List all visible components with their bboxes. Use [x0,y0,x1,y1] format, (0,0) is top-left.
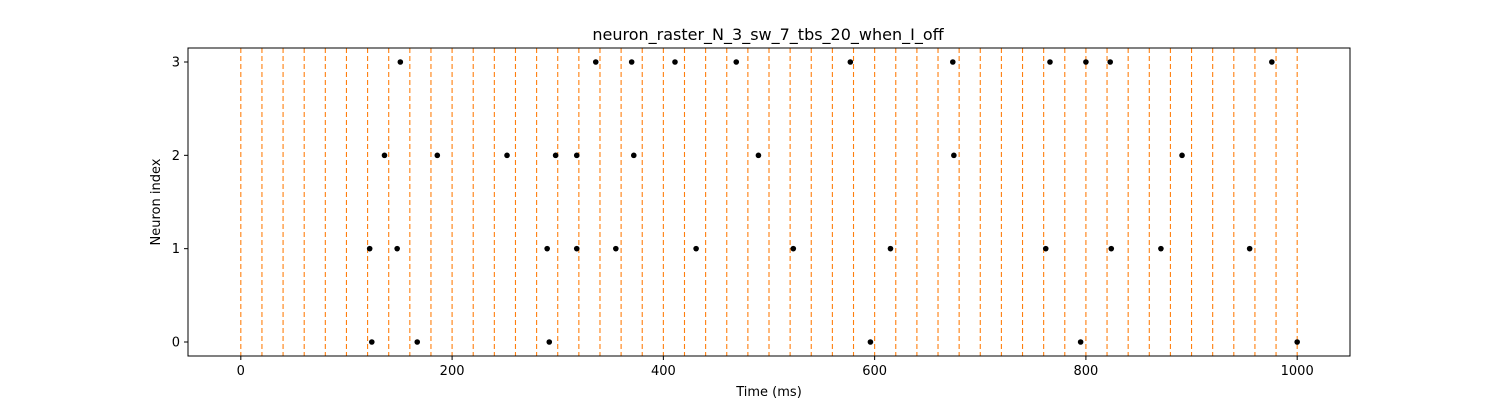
spike-point [1269,59,1275,65]
spike-point [552,152,559,159]
stimulus-lines [240,48,1298,356]
spike-point [847,59,854,65]
spike-point [790,245,797,252]
spike-point [546,339,553,345]
spike-point [504,152,510,159]
y-tick-label: 2 [172,149,180,164]
spike-point [394,245,400,252]
spike-point [397,59,404,65]
spike-point [414,339,421,345]
spike-point [733,59,740,65]
y-tick-label: 0 [172,336,180,351]
spike-point [544,245,550,252]
plot-area-frame [187,47,1351,357]
spike-point [1158,245,1164,252]
x-axis-ticks: 0 200 400 600 800 1000 [237,356,1314,379]
spike-point [1246,245,1253,252]
spike-point [573,152,580,159]
spike-point [628,59,635,65]
x-tick-label: 400 [651,364,676,379]
spike-point [1108,245,1115,252]
spike-point [951,152,957,159]
spike-point [573,245,580,252]
x-tick-label: 800 [1073,364,1098,379]
spike-point [369,339,375,345]
spike-point [1083,59,1089,65]
spike-point [1047,59,1053,65]
spike-point [630,152,637,159]
spike-points [366,59,1300,345]
spike-point [672,59,678,65]
spike-point [1077,339,1084,345]
spike-point [1107,59,1114,65]
spike-point [592,59,599,65]
y-tick-label: 3 [172,56,180,71]
x-axis-label: Time (ms) [735,385,802,400]
x-tick-label: 200 [440,364,465,379]
spike-point [613,245,619,252]
spike-point [755,152,762,159]
spike-point [867,339,874,345]
spike-point [950,59,956,65]
y-tick-label: 1 [172,242,180,257]
spike-point [887,245,894,252]
chart-title: neuron_raster_N_3_sw_7_tbs_20_when_I_off [592,25,944,45]
spike-point [693,245,699,252]
spike-point [381,152,388,159]
x-tick-label: 1000 [1281,364,1314,379]
spike-point [1042,245,1049,252]
y-axis-ticks: 0 1 2 3 [172,56,188,351]
spike-point [1294,339,1300,345]
spike-point [1179,152,1185,159]
y-axis-label: Neuron index [149,158,164,245]
spike-point [366,245,373,252]
spike-point [434,152,441,159]
x-tick-label: 600 [862,364,887,379]
x-tick-label: 0 [237,364,245,379]
